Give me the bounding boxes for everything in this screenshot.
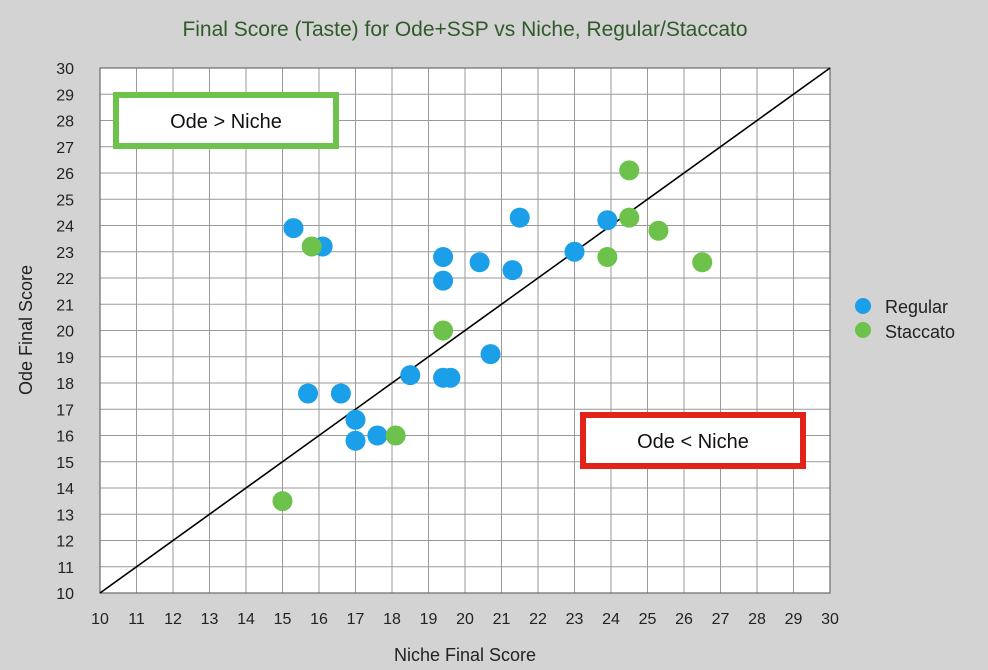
x-tick-label: 28 [748,611,766,628]
legend-staccato-label: Staccato [885,322,955,342]
x-tick-label: 16 [310,611,328,628]
annotation-ode-greater-text: Ode > Niche [170,111,282,133]
annotation-box-red [580,412,806,469]
regular-point [509,207,530,228]
legend-regular-marker [855,298,871,314]
series-staccato [272,160,713,512]
y-tick-label: 30 [56,61,74,78]
regular-point [469,252,490,273]
y-tick-label: 10 [56,586,74,603]
y-tick-labels: 10 11 12 13 14 15 16 17 18 19 20 21 22 23 24 25 26 27 28 29… [56,61,74,603]
legend-staccato-marker [855,322,871,338]
regular-point [564,241,585,262]
staccato-point [648,220,669,241]
regular-point [440,367,461,388]
legend-regular-label: Regular [885,297,948,317]
regular-point [330,383,351,404]
x-tick-label: 21 [493,611,511,628]
x-tick-labels: 10 11 12 13 14 15 16 17 18 19 20 21 22 23 24 25 26 27 28 29… [91,611,839,628]
y-tick-label: 19 [56,350,74,367]
annotation-ode-less-text: Ode < Niche [637,431,749,453]
y-tick-label: 25 [56,192,74,209]
staccato-point [619,207,640,228]
x-tick-label: 18 [383,611,401,628]
staccato-point [597,247,618,267]
y-tick-label: 16 [56,429,74,446]
regular-point [345,430,366,451]
x-tick-label: 12 [164,611,182,628]
y-tick-label: 24 [56,219,74,236]
y-tick-label: 18 [56,376,74,393]
y-tick-label: 14 [56,481,74,498]
staccato-point [301,236,322,257]
x-tick-label: 14 [237,611,255,628]
x-tick-label: 30 [821,611,839,628]
y-tick-label: 17 [56,402,74,419]
x-tick-label: 26 [675,611,693,628]
x-tick-label: 15 [274,611,292,628]
y-tick-label: 28 [56,114,74,131]
y-tick-label: 15 [56,455,74,472]
x-tick-label: 29 [785,611,803,628]
x-tick-label: 27 [712,611,730,628]
x-tick-label: 22 [529,611,547,628]
x-tick-label: 19 [420,611,438,628]
y-tick-label: 23 [56,245,74,262]
y-axis-title: Ode Final Score [16,265,36,395]
annotation-ode-greater: Ode > Niche [113,92,339,149]
x-axis-title: Niche Final Score [394,645,536,665]
regular-point [400,365,421,386]
x-tick-label: 11 [128,611,145,628]
regular-point [345,409,366,430]
data-points [272,160,713,512]
x-tick-label: 24 [602,611,620,628]
y-tick-label: 13 [56,507,74,524]
staccato-point [619,160,640,181]
y-tick-label: 12 [56,534,74,551]
regular-point [298,383,319,404]
staccato-point [385,425,406,446]
regular-point [367,425,388,446]
x-tick-label: 10 [91,611,109,628]
y-tick-label: 29 [56,87,74,104]
x-tick-label: 17 [347,611,365,628]
x-tick-label: 20 [456,611,474,628]
plot-border [99,67,831,594]
y-tick-label: 11 [57,560,74,577]
x-tick-label: 25 [639,611,657,628]
regular-point [433,247,454,267]
regular-point [283,218,304,239]
y-tick-label: 26 [56,166,74,183]
regular-point [480,344,501,365]
chart-title: Final Score (Taste) for Ode+SSP vs Niche… [182,18,747,41]
regular-point [597,210,618,231]
staccato-point [272,491,293,512]
regular-point [433,270,454,291]
x-tick-label: 23 [566,611,584,628]
staccato-point [692,252,713,273]
y-tick-label: 22 [56,271,74,288]
legend: Regular Staccato [855,297,955,342]
annotation-ode-less: Ode < Niche [580,412,806,469]
series-regular [283,207,618,451]
y-tick-label: 21 [56,297,74,314]
diagonal-reference-line [99,67,831,594]
y-tick-label: 27 [56,140,74,157]
annotation-box-green [113,92,339,149]
staccato-point [433,320,454,341]
regular-point [502,260,523,281]
x-tick-label: 13 [201,611,219,628]
y-tick-label: 20 [56,324,74,341]
